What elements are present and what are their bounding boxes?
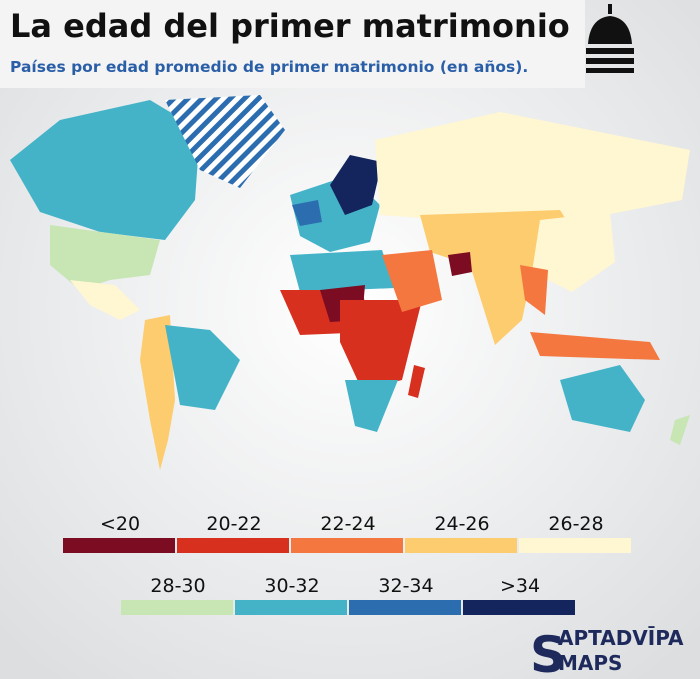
title: La edad del primer matrimonio [10,7,570,45]
region [165,95,285,188]
legend-swatch [63,538,175,553]
icon [586,4,634,73]
region [340,300,422,390]
logo-text: APTADVĪPA [558,626,684,650]
region [560,365,645,432]
world-map [10,95,690,470]
region [375,112,690,220]
logo-text: MAPS [558,651,622,675]
subtitle: Países por edad promedio de primer matri… [10,58,528,76]
legend-label: 32-34 [378,575,433,597]
legend-label: 20-22 [206,513,261,535]
region [532,212,615,292]
legend-swatch [291,538,403,553]
region [165,325,240,410]
legend-label: 28-30 [150,575,205,597]
region [520,265,548,315]
legend-swatch [405,538,517,553]
region [70,280,140,320]
region [140,315,175,470]
legend: <20 20-22 22-24 24-26 26-28 28-30 30-32 32-34 >3… [63,513,631,615]
region [408,365,425,398]
header-box [0,0,585,88]
legend-label: 24-26 [434,513,489,535]
legend-label: >34 [500,575,540,597]
region [448,252,472,276]
legend-swatch [177,538,289,553]
legend-swatch [121,600,233,615]
legend-swatch [463,600,575,615]
region [470,258,535,345]
legend-label: 30-32 [264,575,319,597]
legend-label: <20 [100,513,140,535]
region [10,100,200,240]
region [670,415,690,445]
legend-label: 22-24 [320,513,375,535]
region [530,332,660,360]
region [292,200,322,226]
region [382,250,442,312]
region [345,380,398,432]
legend-swatch [519,538,631,553]
region [290,250,395,292]
legend-swatch [349,600,461,615]
legend-swatch [235,600,347,615]
region [50,225,160,290]
logo-initial: S [530,626,566,679]
region [330,155,382,215]
legend-label: 26-28 [548,513,603,535]
